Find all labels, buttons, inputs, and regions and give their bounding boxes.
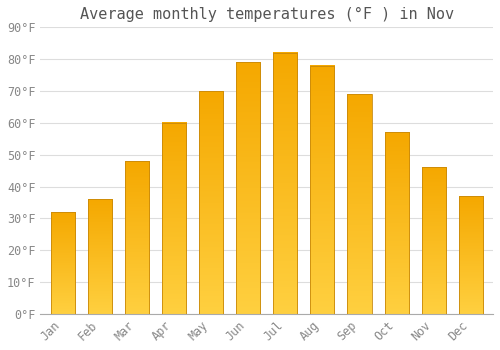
Bar [50,212,74,314]
Bar [88,199,112,314]
Bar [199,91,223,314]
Bar [162,123,186,314]
Bar [458,196,483,314]
Bar [124,161,149,314]
Bar [310,65,334,314]
Bar [348,94,372,314]
Bar [273,53,297,314]
Bar [422,167,446,314]
Title: Average monthly temperatures (°F ) in Nov: Average monthly temperatures (°F ) in No… [80,7,454,22]
Bar [236,62,260,314]
Bar [384,132,408,314]
